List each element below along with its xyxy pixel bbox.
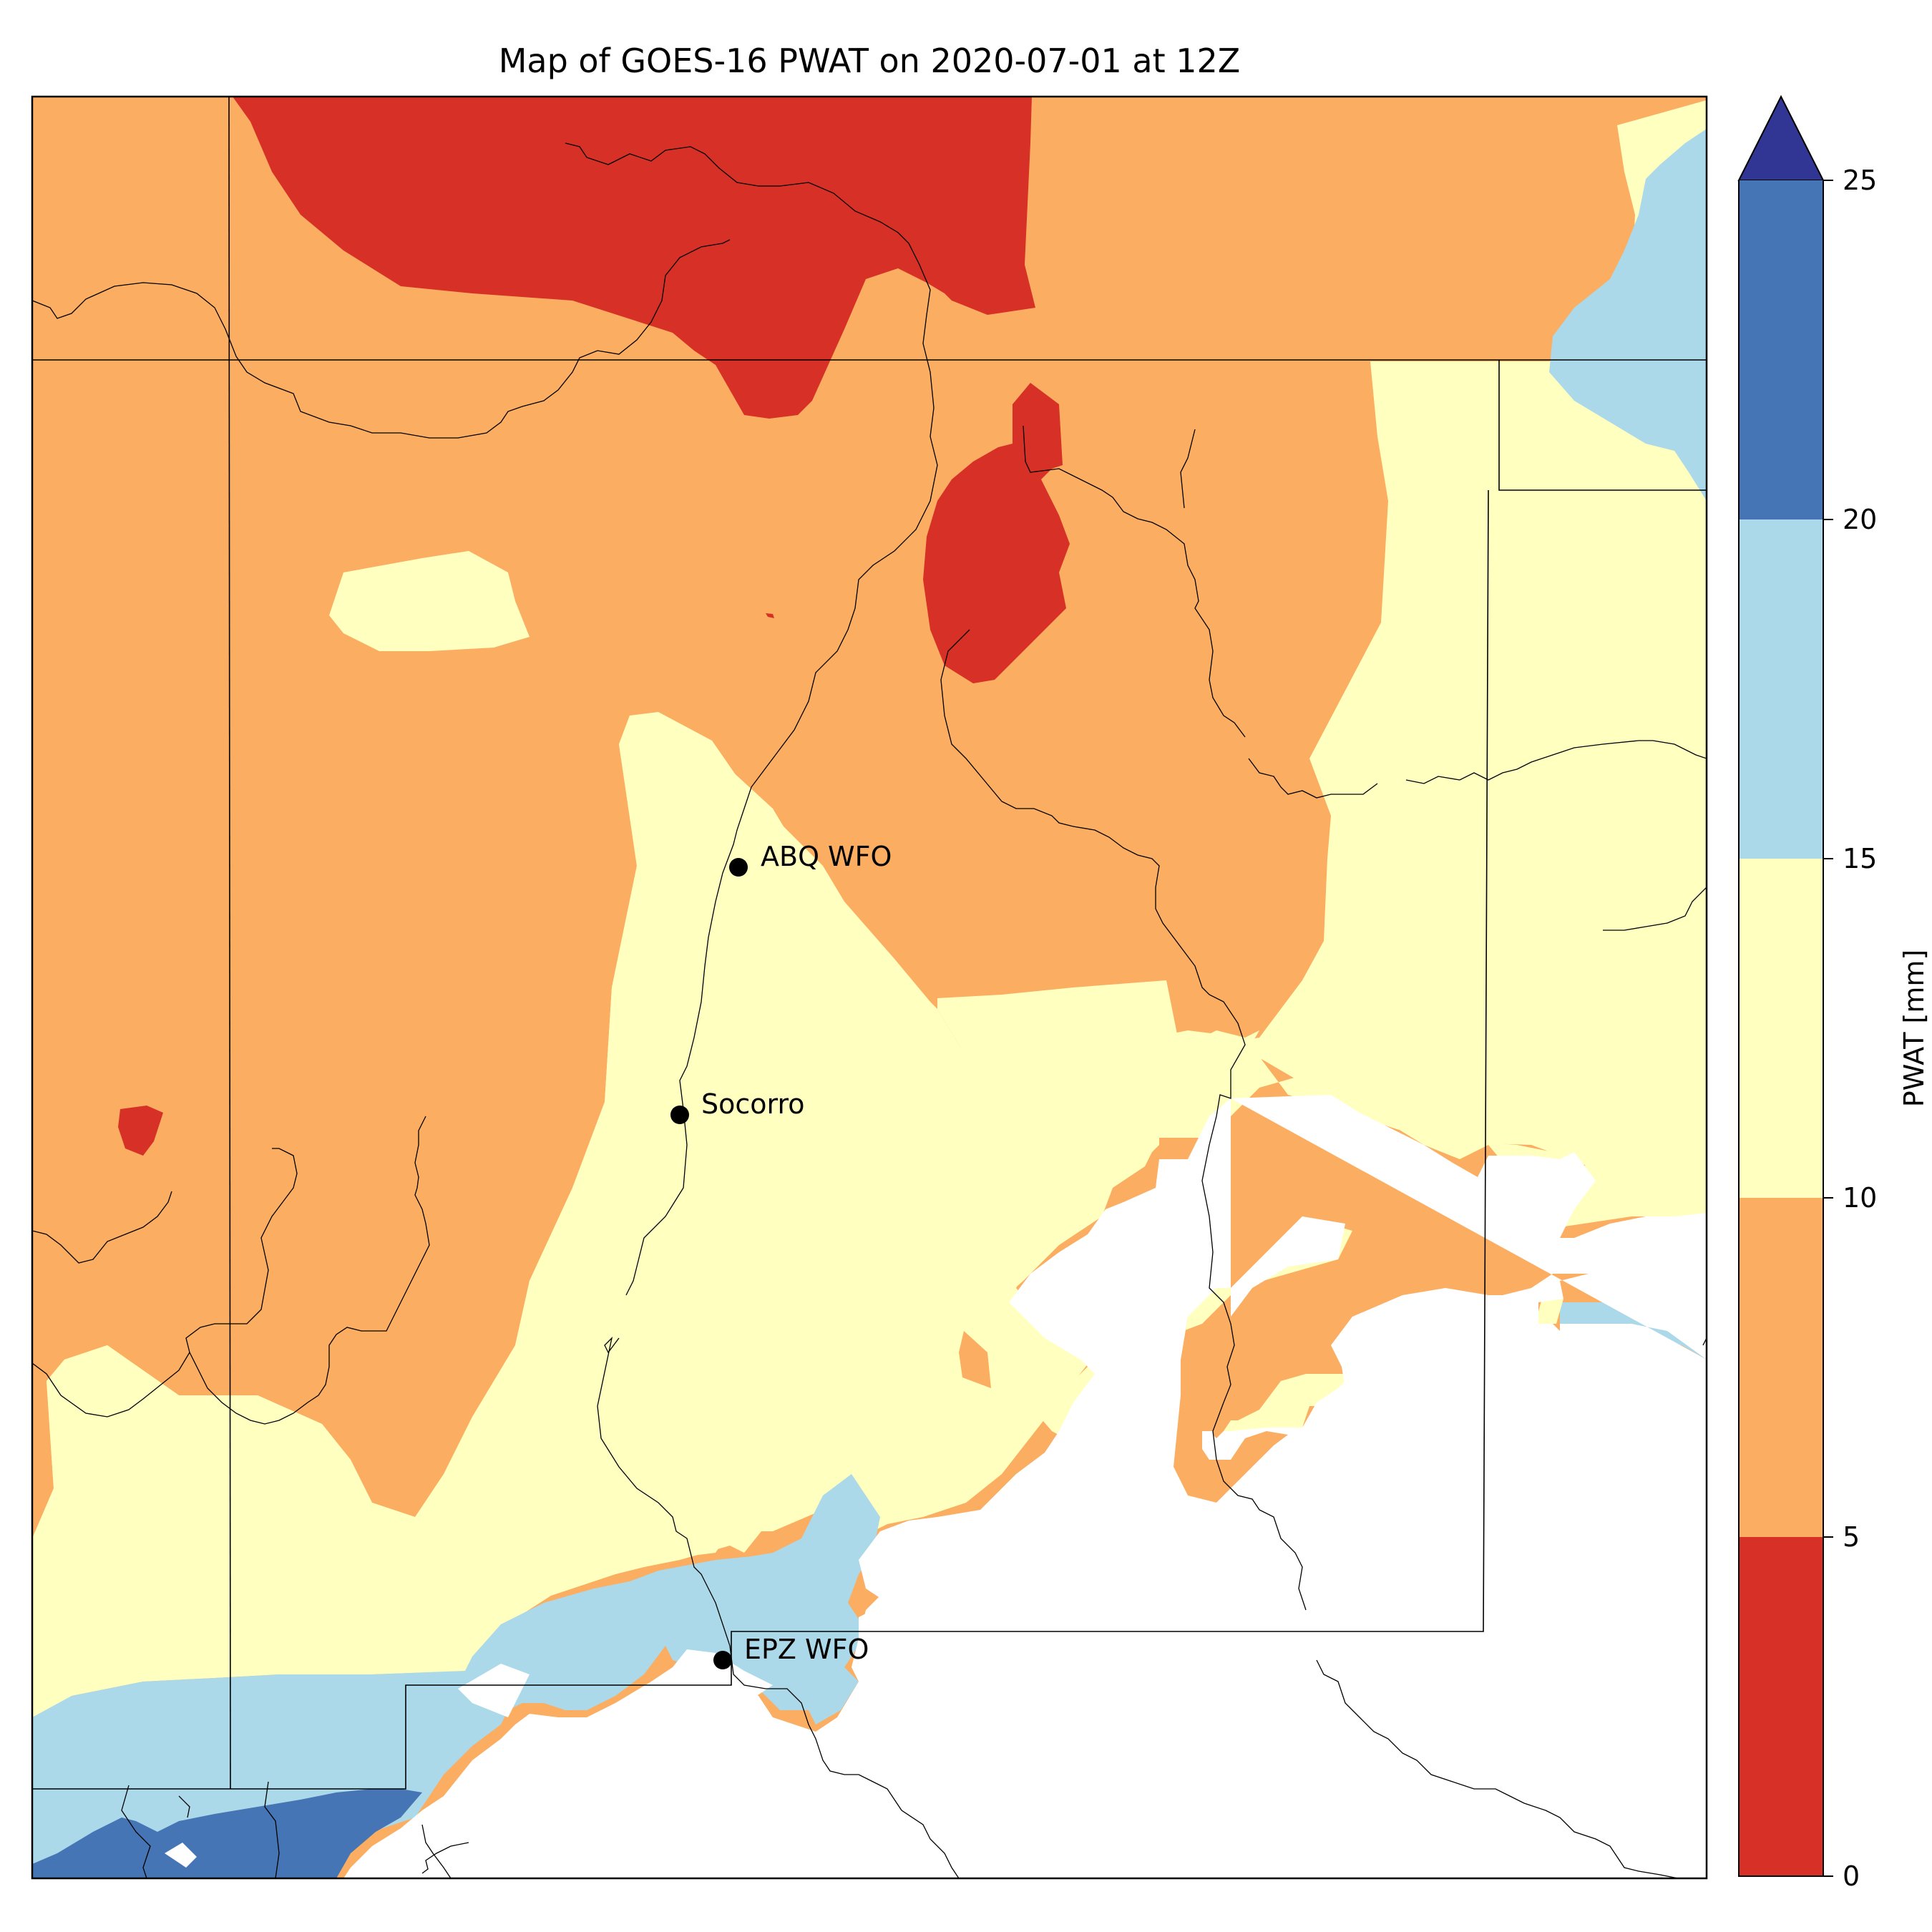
station-label-epz: EPZ WFO [744, 1634, 869, 1665]
colorbar-ticks [1823, 180, 1833, 1877]
colorbar-band-15-20 [1739, 519, 1823, 859]
pwat-region-10-15-patch-3 [1535, 1299, 1563, 1324]
colorbar-band-20-25 [1739, 180, 1823, 519]
station-markers: ABQ WFO Socorro EPZ WFO [670, 841, 892, 1669]
river [264, 1781, 280, 1878]
colorbar-band-0-5 [1739, 1537, 1823, 1876]
river [121, 1785, 151, 1878]
pwat-region-10-15-valley [32, 712, 1259, 1667]
river [940, 629, 1246, 1403]
river [189, 1116, 430, 1425]
river [1212, 1402, 1307, 1611]
pwat-region-15-20-northeast [1549, 129, 1707, 501]
colorbar-extend-arrow [1737, 94, 1825, 181]
river [421, 1824, 452, 1878]
colorbar-tick-label: 25 [1843, 165, 1877, 196]
station-marker-epz [713, 1651, 732, 1669]
colorbar-tick-label: 15 [1843, 843, 1877, 874]
pwat-region-0-5-speck [766, 613, 774, 618]
river [1180, 429, 1196, 509]
colorbar-tick-label: 10 [1843, 1182, 1877, 1214]
colorbar-tick-labels: 0 5 10 15 20 25 [1843, 165, 1877, 1892]
river [178, 1795, 190, 1818]
colorbar-band-5-10 [1739, 1198, 1823, 1537]
river [1248, 758, 1378, 799]
no-data-gap-epz-2 [673, 1649, 773, 1699]
map-frame [31, 95, 1708, 1880]
station-label-abq: ABQ WFO [761, 841, 892, 872]
pwat-region-5-10-spot [959, 1331, 991, 1388]
state-border [228, 97, 231, 1790]
no-data-gap-epz [458, 1664, 530, 1717]
colorbar-tick-label: 0 [1843, 1860, 1860, 1892]
pwat-region-20-25-southwest [32, 1789, 422, 1878]
colorbar: 0 5 10 15 20 25 PWAT [mm] [1737, 94, 1930, 1892]
map-title: Map of GOES-16 PWAT on 2020-07-01 at 12Z [498, 42, 1241, 80]
colorbar-outline [1738, 180, 1824, 1877]
colorbar-tick-label: 5 [1843, 1521, 1860, 1553]
river [421, 1842, 469, 1874]
station-label-socorro: Socorro [701, 1088, 805, 1120]
river [32, 1191, 172, 1264]
pwat-region-10-15-island [329, 551, 530, 651]
colorbar-label: PWAT [mm] [1898, 950, 1930, 1107]
state-border [1498, 360, 1707, 491]
colorbar-band-10-15 [1739, 859, 1823, 1198]
station-marker-socorro [670, 1106, 689, 1124]
river [565, 142, 938, 1296]
map-plot-area [32, 97, 1707, 1878]
colorbar-tick-label: 20 [1843, 504, 1877, 535]
no-data-east-texas [859, 1098, 1560, 1667]
no-data-southeast [343, 1095, 1707, 1878]
river [1405, 740, 1707, 784]
river [32, 1148, 298, 1418]
river [1316, 1659, 1679, 1878]
no-data-gap-sw [165, 1843, 197, 1868]
station-marker-abq [729, 858, 748, 877]
river [1023, 425, 1246, 738]
pwat-region-0-5-southwest [118, 1106, 163, 1156]
river [1603, 887, 1707, 931]
pwat-region-15-20-south [32, 1474, 880, 1878]
pwat-region-0-5-east [923, 383, 1070, 683]
state-border [32, 489, 1489, 1790]
pwat-region-0-5-north [233, 97, 1035, 419]
pwat-region-10-15-east [937, 361, 1707, 1227]
pwat-region-10-15-patch [1224, 1374, 1352, 1431]
river [32, 239, 731, 439]
